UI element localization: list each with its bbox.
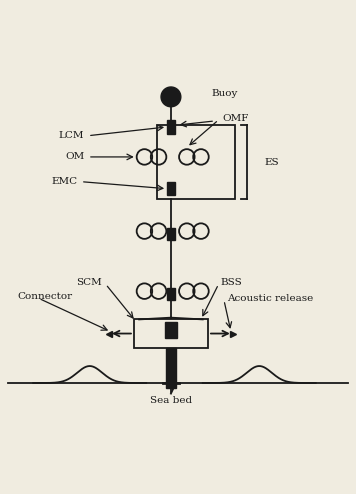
Text: LCM: LCM [59, 131, 84, 140]
Bar [164, 322, 177, 338]
Text: Acoustic release: Acoustic release [227, 294, 314, 303]
Bar [167, 228, 175, 240]
Text: EMC: EMC [51, 177, 77, 186]
Text: BSS: BSS [220, 278, 242, 287]
Text: ES: ES [265, 158, 279, 167]
Text: Connector: Connector [17, 292, 72, 301]
Bar [157, 125, 235, 199]
Bar [167, 182, 175, 196]
Text: OMF: OMF [222, 114, 248, 123]
Text: SCM: SCM [76, 278, 102, 287]
Bar [167, 288, 175, 300]
Circle shape [161, 87, 181, 107]
Bar [167, 120, 175, 133]
Text: Buoy: Buoy [211, 89, 238, 98]
Bar [166, 348, 176, 388]
Text: OM: OM [65, 153, 84, 162]
Bar [134, 320, 208, 348]
Text: Sea bed: Sea bed [150, 396, 192, 405]
